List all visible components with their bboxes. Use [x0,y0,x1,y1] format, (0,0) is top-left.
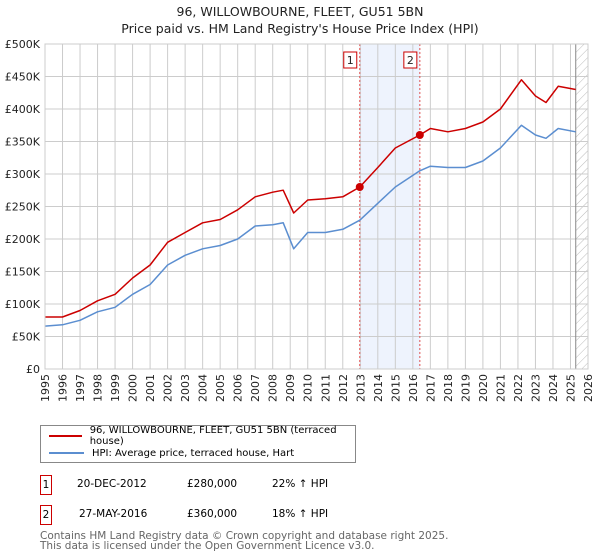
transaction-date: 27-MAY-2016 [79,508,148,520]
x-tick-label: 1999 [109,374,122,402]
y-tick-label: £350K [5,136,41,149]
sale-label-box [403,51,418,69]
x-tick-label: 2015 [389,374,402,402]
x-tick-label: 2003 [179,374,192,402]
transaction-price: £360,000 [187,508,238,520]
y-tick-label: £200K [5,233,41,246]
legend-label-hpi: HPI: Average price, terraced house, Hart [92,447,295,459]
property-series-line [45,79,576,318]
transaction-row: 1 20-DEC-2012 £280,000 22% ↑ HPI [40,475,440,495]
x-tick-label: 2020 [477,374,490,402]
x-tick-label: 2026 [582,374,595,402]
footer: Contains HM Land Registry data © Crown c… [40,530,449,552]
y-tick-label: £450K [5,71,41,84]
plot-area: £0 £50K £100K £150K £200K £250K £300K £350K £400… [5,38,595,402]
x-tick-label: 2013 [354,374,367,402]
x-tick-label: 2019 [459,374,472,402]
x-tick-label: 2008 [267,374,280,402]
x-tick-label: 2017 [424,374,437,402]
x-tick-label: 1997 [74,374,87,402]
x-tick-label: 2023 [529,374,542,402]
chart-title-line2: Price paid vs. HM Land Registry's House … [121,21,479,36]
y-tick-label: £250K [5,201,41,214]
x-tick-label: 2007 [249,374,262,402]
x-tick-label: 2012 [337,374,350,402]
transaction-marker: 2 [40,505,52,525]
x-tick-label: 2021 [494,374,507,402]
y-tick-label: £300K [5,168,41,181]
x-tick-label: 2016 [407,374,420,402]
sale-point [355,183,364,191]
x-tick-label: 2005 [214,374,227,402]
y-tick-label: £150K [5,266,41,279]
sale-label: 1 [347,54,354,67]
hpi-series-line [44,124,576,327]
y-tick-label: £400K [5,103,41,116]
transaction-marker: 1 [40,475,52,495]
sale-point [415,131,424,139]
x-tick-label: 2009 [284,374,297,402]
x-tick-label: 2002 [162,374,175,402]
transaction-date: 20-DEC-2012 [77,478,147,490]
x-tick-label: 1995 [39,374,52,402]
y-tick-label: £100K [5,298,41,311]
x-tick-label: 2006 [232,374,245,402]
x-tick-label: 2018 [442,374,455,402]
y-tick-label: £0 [26,363,40,376]
chart-title-line1: 96, WILLOWBOURNE, FLEET, GU51 5BN [176,4,424,19]
legend-label-property: 96, WILLOWBOURNE, FLEET, GU51 5BN (terra… [89,425,337,447]
x-tick-label: 2025 [564,374,577,402]
y-tick-label: £50K [12,331,41,344]
x-tick-label: 2000 [127,374,140,402]
transaction-price: £280,000 [187,478,238,490]
footer-line1: Contains HM Land Registry data © Crown c… [40,530,449,542]
x-tick-label: 2024 [547,374,560,402]
sale-label-box [343,51,358,69]
x-tick-label: 2001 [144,374,157,402]
sale-label: 2 [407,54,414,67]
legend-swatch-hpi [49,452,84,454]
transaction-delta: 22% ↑ HPI [272,478,329,490]
transaction-row: 2 27-MAY-2016 £360,000 18% ↑ HPI [40,505,440,525]
x-tick-label: 1996 [57,374,70,402]
x-tick-label: 2022 [512,374,525,402]
legend: 96, WILLOWBOURNE, FLEET, GU51 5BN (terra… [40,425,356,463]
y-tick-label: £500K [5,38,41,51]
legend-swatch-property [49,435,82,437]
x-tick-label: 2014 [372,374,385,402]
transaction-delta: 18% ↑ HPI [272,508,329,520]
x-tick-label: 2011 [319,374,332,402]
x-tick-label: 2010 [302,374,315,402]
plot-border [44,43,589,370]
x-tick-label: 1998 [92,374,105,402]
footer-line2: This data is licensed under the Open Gov… [40,540,375,552]
x-tick-label: 2004 [197,374,210,402]
